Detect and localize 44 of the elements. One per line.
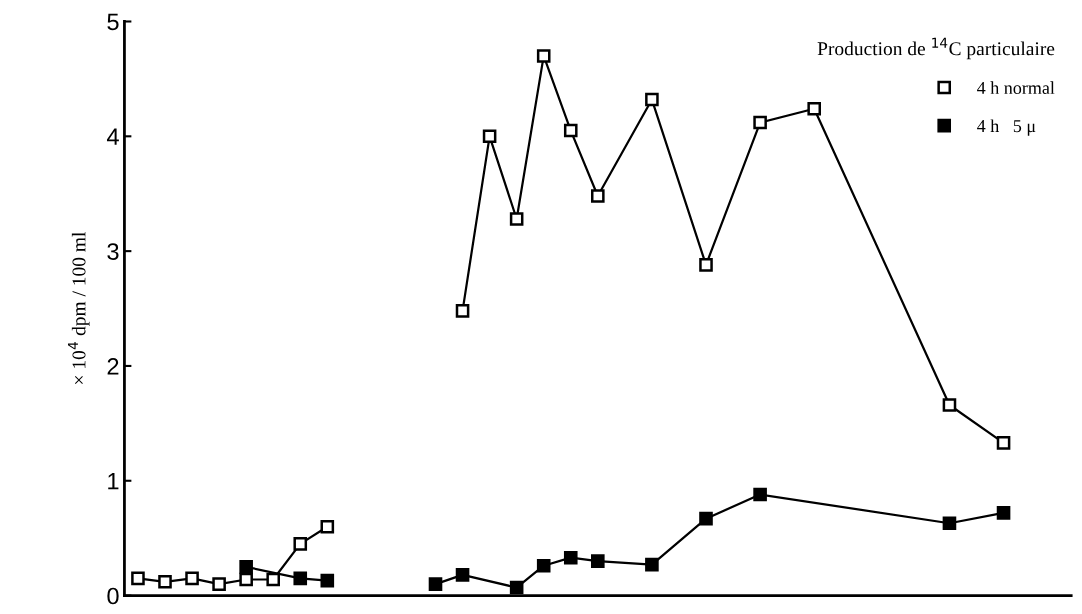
y-tick-label: 1 bbox=[108, 473, 119, 490]
legend-label: 4 h normal bbox=[977, 81, 1055, 94]
point bbox=[807, 101, 822, 116]
y-axis-title: × 10$^{4}$ dpm / 100 ml bbox=[67, 232, 90, 384]
point bbox=[509, 580, 524, 595]
point bbox=[266, 572, 281, 587]
point bbox=[942, 516, 957, 531]
point bbox=[536, 558, 551, 573]
y-tick-label: 2 bbox=[107, 358, 119, 375]
point bbox=[293, 571, 308, 586]
point bbox=[563, 550, 578, 565]
point bbox=[699, 511, 713, 526]
legend-title: Production de $^{14}$C particulaire bbox=[817, 37, 1055, 60]
point bbox=[996, 506, 1011, 520]
point bbox=[942, 398, 957, 412]
point bbox=[158, 575, 172, 589]
point bbox=[536, 49, 551, 63]
y-tick-label: 5 bbox=[107, 13, 119, 31]
point bbox=[753, 115, 767, 130]
point bbox=[563, 123, 578, 138]
point bbox=[753, 487, 767, 502]
point bbox=[320, 573, 335, 588]
point bbox=[645, 92, 659, 107]
point bbox=[293, 537, 308, 551]
point bbox=[996, 436, 1011, 450]
point bbox=[482, 129, 497, 144]
point bbox=[428, 577, 443, 591]
point bbox=[239, 560, 253, 574]
point bbox=[645, 557, 659, 572]
point bbox=[509, 212, 524, 226]
point bbox=[455, 568, 470, 582]
point bbox=[455, 304, 470, 318]
point bbox=[320, 519, 335, 534]
point bbox=[591, 189, 605, 203]
point bbox=[699, 258, 713, 272]
point bbox=[212, 577, 226, 591]
y-tick-label: 3 bbox=[107, 243, 119, 260]
y-tick-label: 0 bbox=[107, 587, 119, 605]
point bbox=[185, 571, 199, 586]
legend-label: 4 h 5 μ bbox=[977, 119, 1036, 136]
point bbox=[591, 554, 605, 568]
point bbox=[131, 571, 145, 586]
y-tick-label: 4 bbox=[106, 128, 119, 145]
point bbox=[239, 572, 253, 587]
